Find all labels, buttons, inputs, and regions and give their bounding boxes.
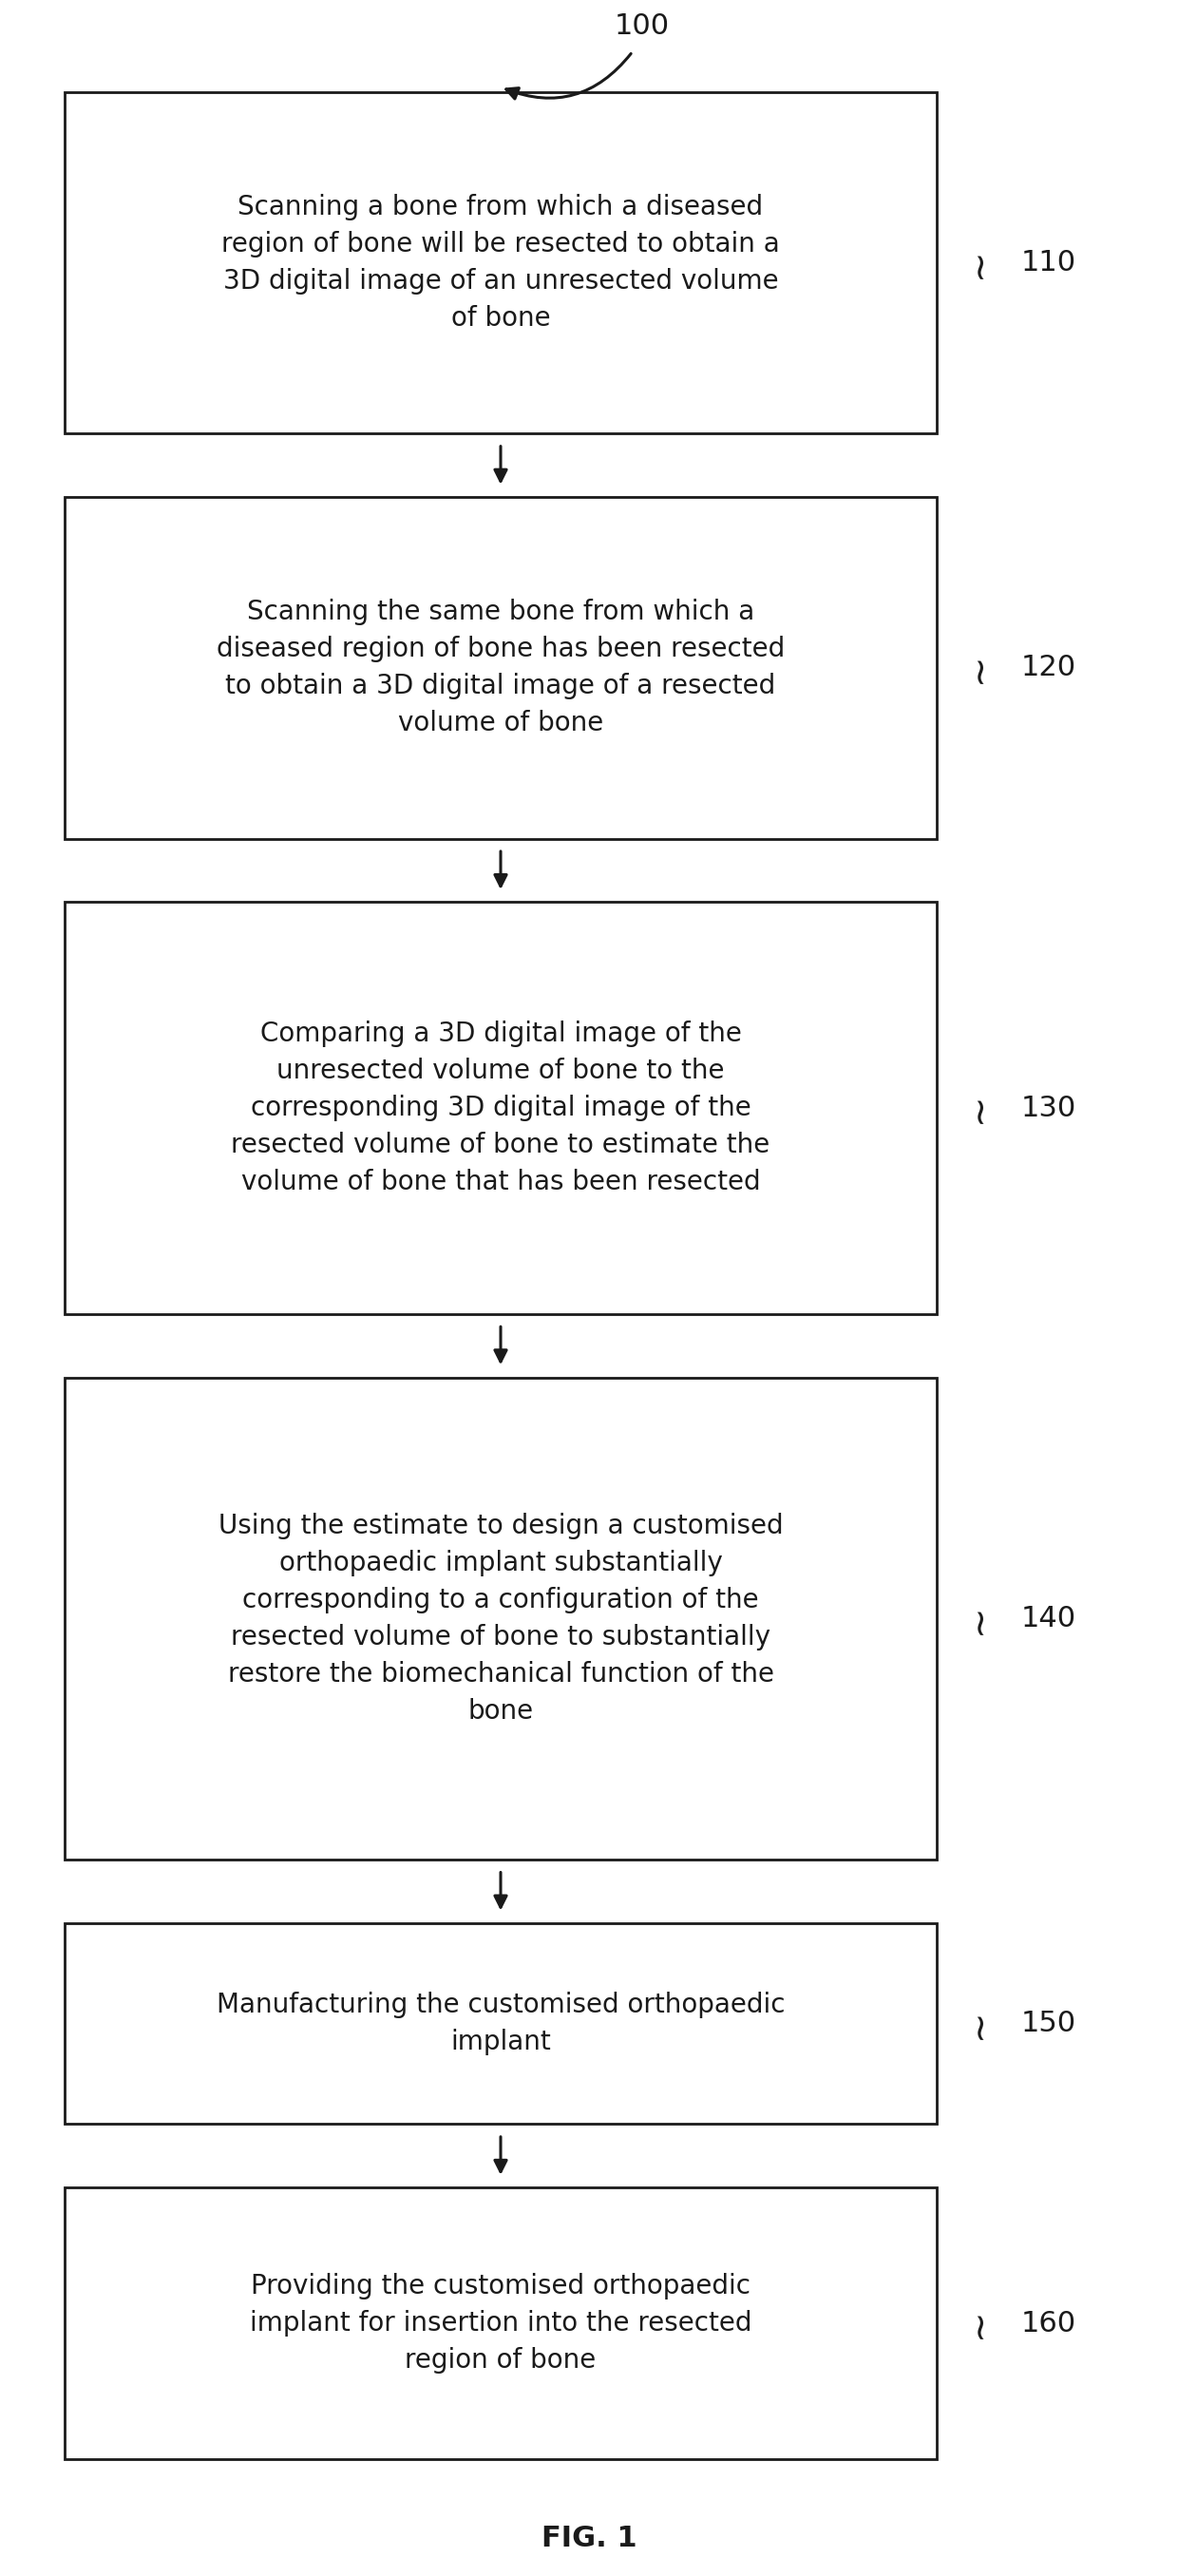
FancyBboxPatch shape: [65, 902, 937, 1314]
FancyBboxPatch shape: [65, 93, 937, 433]
Text: FIG. 1: FIG. 1: [541, 2524, 637, 2553]
Text: ∼: ∼: [960, 247, 995, 278]
Text: ∼: ∼: [960, 1092, 995, 1123]
Text: 110: 110: [1021, 250, 1076, 276]
Text: ∼: ∼: [960, 2009, 995, 2040]
Text: 120: 120: [1021, 654, 1076, 683]
Text: Scanning a bone from which a diseased
region of bone will be resected to obtain : Scanning a bone from which a diseased re…: [221, 193, 780, 332]
Text: ∼: ∼: [960, 652, 995, 683]
Text: 160: 160: [1021, 2311, 1076, 2336]
Text: Using the estimate to design a customised
orthopaedic implant substantially
corr: Using the estimate to design a customise…: [218, 1512, 783, 1723]
Text: 150: 150: [1021, 2009, 1076, 2038]
Text: 140: 140: [1021, 1605, 1076, 1633]
Text: ∼: ∼: [960, 2308, 995, 2339]
Text: 130: 130: [1021, 1095, 1076, 1121]
Text: ∼: ∼: [960, 1602, 995, 1633]
FancyBboxPatch shape: [65, 1378, 937, 1860]
Text: Providing the customised orthopaedic
implant for insertion into the resected
reg: Providing the customised orthopaedic imp…: [250, 2272, 752, 2372]
FancyBboxPatch shape: [65, 2187, 937, 2460]
FancyBboxPatch shape: [65, 497, 937, 840]
FancyBboxPatch shape: [65, 1924, 937, 2125]
Text: Scanning the same bone from which a
diseased region of bone has been resected
to: Scanning the same bone from which a dise…: [217, 600, 785, 737]
Text: 100: 100: [615, 13, 669, 39]
Text: Manufacturing the customised orthopaedic
implant: Manufacturing the customised orthopaedic…: [217, 1991, 785, 2056]
Text: Comparing a 3D digital image of the
unresected volume of bone to the
correspondi: Comparing a 3D digital image of the unre…: [231, 1020, 770, 1195]
